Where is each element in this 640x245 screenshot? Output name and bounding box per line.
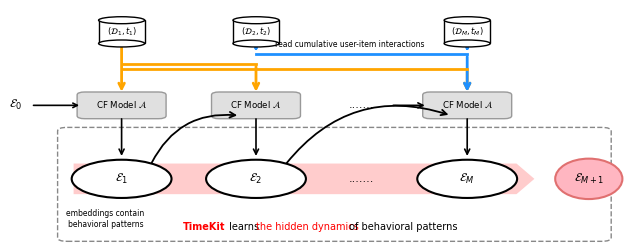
Ellipse shape: [233, 40, 279, 47]
Circle shape: [417, 160, 517, 198]
Text: read cumulative user-item interactions: read cumulative user-item interactions: [275, 40, 425, 49]
Text: embeddings contain
behavioral patterns: embeddings contain behavioral patterns: [67, 209, 145, 229]
Text: the hidden dynamics: the hidden dynamics: [256, 222, 359, 232]
FancyArrowPatch shape: [465, 71, 470, 89]
FancyArrowPatch shape: [119, 47, 124, 89]
Ellipse shape: [233, 17, 279, 24]
Text: $(\mathcal{D}_1, t_1)$: $(\mathcal{D}_1, t_1)$: [106, 25, 137, 38]
Text: CF Model $\mathcal{A}$: CF Model $\mathcal{A}$: [96, 100, 147, 110]
Circle shape: [72, 160, 172, 198]
FancyArrowPatch shape: [152, 112, 236, 163]
Text: of behavioral patterns: of behavioral patterns: [346, 222, 457, 232]
FancyBboxPatch shape: [58, 127, 611, 241]
Ellipse shape: [556, 159, 623, 199]
Text: CF Model $\mathcal{A}$: CF Model $\mathcal{A}$: [230, 100, 282, 110]
FancyArrowPatch shape: [287, 106, 447, 163]
Ellipse shape: [444, 17, 490, 24]
FancyArrowPatch shape: [253, 42, 259, 49]
FancyArrowPatch shape: [253, 119, 259, 154]
Ellipse shape: [444, 40, 490, 47]
FancyArrowPatch shape: [393, 103, 423, 108]
Text: $(\mathcal{D}_M, t_M)$: $(\mathcal{D}_M, t_M)$: [451, 25, 484, 38]
FancyArrowPatch shape: [33, 103, 77, 108]
FancyBboxPatch shape: [444, 20, 490, 44]
FancyBboxPatch shape: [422, 92, 512, 119]
Text: $\mathcal{E}_0$: $\mathcal{E}_0$: [10, 98, 22, 112]
FancyArrowPatch shape: [119, 119, 124, 154]
Ellipse shape: [99, 40, 145, 47]
FancyBboxPatch shape: [211, 92, 301, 119]
FancyBboxPatch shape: [99, 20, 145, 44]
FancyBboxPatch shape: [233, 20, 279, 44]
FancyArrow shape: [74, 164, 534, 194]
Text: $\mathcal{E}_1$: $\mathcal{E}_1$: [115, 172, 128, 186]
FancyArrowPatch shape: [465, 42, 470, 49]
FancyArrowPatch shape: [253, 66, 259, 89]
Text: $(\mathcal{D}_2, t_2)$: $(\mathcal{D}_2, t_2)$: [241, 25, 271, 38]
Circle shape: [206, 160, 306, 198]
Text: CF Model $\mathcal{A}$: CF Model $\mathcal{A}$: [442, 100, 493, 110]
FancyArrowPatch shape: [465, 119, 470, 154]
Text: $\mathcal{E}_M$: $\mathcal{E}_M$: [460, 172, 475, 186]
Ellipse shape: [99, 17, 145, 24]
Text: .......: .......: [349, 100, 374, 110]
Text: learns: learns: [226, 222, 262, 232]
FancyArrowPatch shape: [465, 57, 470, 89]
FancyBboxPatch shape: [77, 92, 166, 119]
Text: $\mathcal{E}_{M+1}$: $\mathcal{E}_{M+1}$: [573, 172, 604, 186]
Text: .......: .......: [349, 174, 374, 184]
Text: $\mathcal{E}_2$: $\mathcal{E}_2$: [250, 172, 262, 186]
Text: TimeKit: TimeKit: [182, 222, 225, 232]
